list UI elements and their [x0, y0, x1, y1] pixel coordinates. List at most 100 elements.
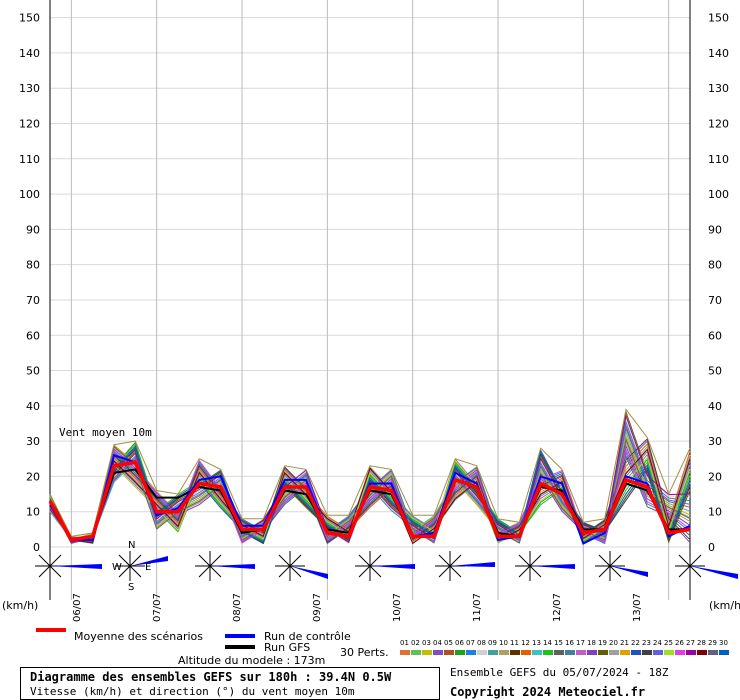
- pert-color-swatch: [554, 650, 564, 655]
- y-tick-label-left: 50: [26, 365, 40, 378]
- y-tick-label-left: 20: [26, 470, 40, 483]
- y-tick-label-left: 130: [19, 82, 40, 95]
- y-tick-label-left: 120: [19, 118, 40, 131]
- pert-id-label: 09: [488, 639, 497, 647]
- pert-id-label: 14: [543, 639, 552, 647]
- wind-direction-row: N SW E: [35, 540, 738, 593]
- pert-color-swatch: [565, 650, 575, 655]
- pert-id-label: 24: [653, 639, 662, 647]
- pert-id-label: 25: [664, 639, 673, 647]
- pert-id-label: 13: [532, 639, 541, 647]
- date-tick-label: 13/07: [632, 593, 643, 622]
- y-tick-label-right: 100: [708, 188, 729, 201]
- pert-color-swatch: [455, 650, 465, 655]
- y-tick-label-right: 140: [708, 47, 729, 60]
- y-tick-label-right: 20: [708, 470, 722, 483]
- pert-id-label: 10: [499, 639, 508, 647]
- wind-wedge: [210, 564, 255, 569]
- date-tick-label: 10/07: [392, 593, 403, 622]
- y-tick-label-right: 10: [708, 506, 722, 519]
- run-info: Ensemble GEFS du 05/07/2024 - 18Z: [450, 666, 669, 679]
- y-tick-label-left: 140: [19, 47, 40, 60]
- y-tick-label-left: 70: [26, 294, 40, 307]
- footer-title-box: Diagramme des ensembles GEFS sur 180h : …: [20, 667, 440, 700]
- pert-color-swatch: [510, 650, 520, 655]
- pert-color-swatch: [609, 650, 619, 655]
- pert-color-swatch: [433, 650, 443, 655]
- unit-right: (km/h): [709, 599, 740, 612]
- pert-id-label: 27: [686, 639, 695, 647]
- y-tick-label-right: 70: [708, 294, 722, 307]
- pert-id-label: 11: [510, 639, 519, 647]
- pert-color-swatch: [532, 650, 542, 655]
- legend-control-swatch: [225, 634, 255, 638]
- wind-wedge: [450, 562, 495, 567]
- perturbation-envelope-max: [49, 408, 691, 537]
- y-tick-label-left: 90: [26, 223, 40, 236]
- compass-letter: W: [112, 562, 122, 573]
- pert-id-label: 29: [708, 639, 717, 647]
- pert-id-label: 28: [697, 639, 706, 647]
- pert-id-label: 12: [521, 639, 530, 647]
- y-tick-label-right: 90: [708, 223, 722, 236]
- wind-wedge: [610, 566, 648, 577]
- pert-color-swatch: [664, 650, 674, 655]
- pert-color-swatch: [708, 650, 718, 655]
- y-tick-label-left: 80: [26, 259, 40, 272]
- y-tick-label-left: 100: [19, 188, 40, 201]
- perturbation-line-28: [49, 448, 691, 545]
- wind-wedge: [370, 564, 415, 569]
- pert-color-swatch: [422, 650, 432, 655]
- pert-color-swatch: [488, 650, 498, 655]
- y-tick-label-right: 50: [708, 365, 722, 378]
- pert-id-label: 04: [433, 639, 442, 647]
- y-tick-label-right: 150: [708, 12, 729, 25]
- pert-color-swatch: [642, 650, 652, 655]
- pert-color-swatch: [598, 650, 608, 655]
- pert-id-label: 07: [466, 639, 475, 647]
- pert-id-label: 15: [554, 639, 563, 647]
- pert-color-swatch: [444, 650, 454, 655]
- pert-color-swatch: [653, 650, 663, 655]
- pert-color-swatch: [466, 650, 476, 655]
- y-tick-label-right: 120: [708, 118, 729, 131]
- y-tick-label-left: 110: [19, 153, 40, 166]
- series-line: [49, 453, 691, 545]
- wind-wedge: [290, 566, 328, 579]
- wind-wedge: [690, 566, 738, 579]
- altitude-label: Altitude du modele : 173m: [178, 654, 326, 667]
- date-tick-label: 08/07: [232, 593, 243, 622]
- y-tick-label-right: 0: [708, 541, 715, 554]
- perturbation-line-23: [49, 438, 691, 544]
- y-tick-label-left: 60: [26, 329, 40, 342]
- pert-id-label: 23: [642, 639, 651, 647]
- compass-letter: E: [145, 562, 151, 573]
- pert-color-swatch: [411, 650, 421, 655]
- pert-id-label: 05: [444, 639, 453, 647]
- legend-gfs-swatch: [225, 645, 255, 649]
- pert-id-label: 08: [477, 639, 486, 647]
- legend-control-label: Run de contrôle: [264, 630, 351, 643]
- pert-color-swatch: [675, 650, 685, 655]
- date-tick-label: 12/07: [552, 593, 563, 622]
- y-tick-label-right: 80: [708, 259, 722, 272]
- copyright: Copyright 2024 Meteociel.fr: [450, 685, 646, 699]
- pert-color-swatch: [719, 650, 729, 655]
- y-tick-label-left: 10: [26, 506, 40, 519]
- pert-color-swatch: [477, 650, 487, 655]
- footer-title: Diagramme des ensembles GEFS sur 180h : …: [30, 670, 392, 684]
- pert-color-swatch: [686, 650, 696, 655]
- pert-color-swatch: [587, 650, 597, 655]
- y-tick-label-right: 40: [708, 400, 722, 413]
- pert-color-swatch: [400, 650, 410, 655]
- legend-perts-label: 30 Perts.: [340, 646, 389, 659]
- pert-color-swatch: [543, 650, 553, 655]
- pert-color-swatch: [631, 650, 641, 655]
- pert-id-label: 20: [609, 639, 618, 647]
- compass-letter: S: [128, 582, 134, 593]
- date-tick-label: 07/07: [152, 593, 163, 622]
- date-tick-labels: 06/07 07/07 08/07 09/07 10/07 11/07 12/07 13/07: [72, 593, 643, 622]
- y-tick-label-left: 30: [26, 435, 40, 448]
- legend-gfs-label: Run GFS: [264, 641, 311, 654]
- pert-color-swatch: [499, 650, 509, 655]
